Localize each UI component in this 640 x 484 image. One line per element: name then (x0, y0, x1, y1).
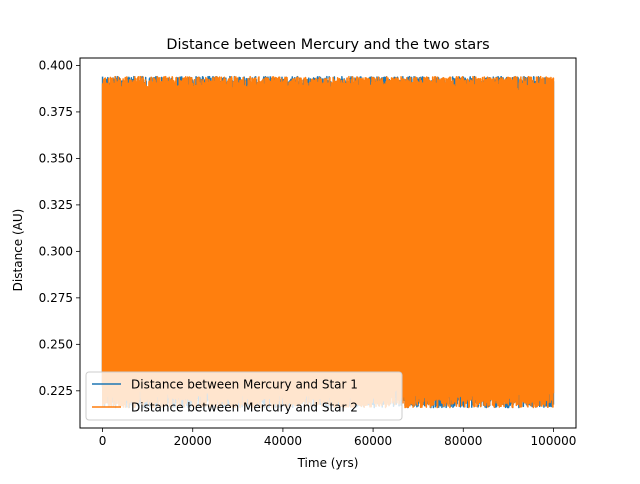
series-line-2 (101, 75, 555, 409)
plot-area (101, 75, 555, 409)
legend-label-star-2: Distance between Mercury and Star 2 (131, 401, 358, 415)
x-tick-label: 40000 (264, 434, 302, 448)
x-tick-label: 20000 (174, 434, 212, 448)
y-tick-label: 0.300 (39, 244, 73, 258)
x-tick-label: 100000 (531, 434, 577, 448)
y-tick-label: 0.275 (39, 291, 73, 305)
x-axis-ticks: 0 20000 40000 60000 80000 100000 (99, 428, 577, 448)
chart-title: Distance between Mercury and the two sta… (166, 37, 489, 53)
legend-box (85, 371, 403, 421)
y-tick-label: 0.375 (39, 105, 73, 119)
y-tick-label: 0.350 (39, 151, 73, 165)
axes-frame (79, 57, 577, 429)
x-tick-label: 60000 (354, 434, 392, 448)
x-tick-label: 80000 (444, 434, 482, 448)
x-axis-label: Time (yrs) (297, 456, 359, 470)
y-axis-ticks: 0.225 0.250 0.275 0.300 0.325 0.350 0.375 0.400 (39, 58, 80, 398)
y-tick-label: 0.325 (39, 198, 73, 212)
y-tick-label: 0.250 (39, 337, 73, 351)
legend-label-star-1: Distance between Mercury and Star 1 (131, 378, 358, 392)
y-tick-label: 0.225 (39, 384, 73, 398)
y-tick-label: 0.400 (39, 58, 73, 72)
y-axis-label: Distance (AU) (11, 209, 25, 292)
legend: Distance between Mercury and Star 1 Dist… (85, 371, 403, 421)
x-tick-label: 0 (99, 434, 107, 448)
